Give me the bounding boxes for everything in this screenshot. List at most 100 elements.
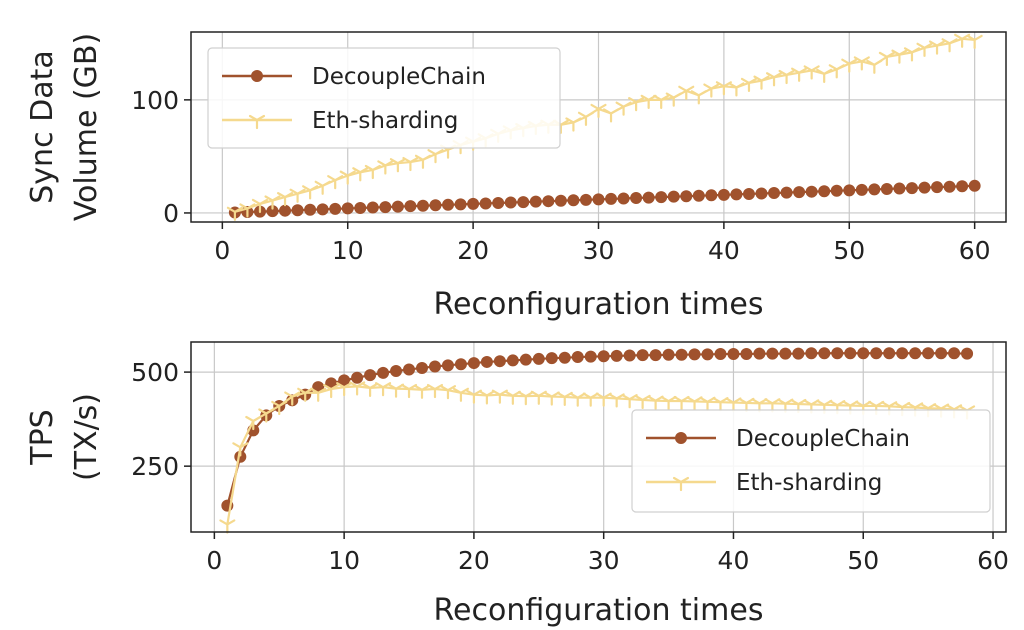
legend-item-eth-sharding: Eth-sharding [222, 108, 458, 134]
data-point [699, 396, 716, 411]
legend-label: Eth-sharding [312, 108, 458, 134]
data-point [880, 182, 893, 195]
data-point [530, 390, 547, 405]
data-point [232, 442, 249, 457]
data-point [467, 357, 480, 370]
y-tick-label: 100 [131, 86, 179, 115]
data-point [479, 197, 492, 210]
data-point [828, 64, 845, 79]
data-point [352, 167, 369, 182]
x-tick-label: 60 [977, 546, 1009, 575]
data-point [903, 47, 921, 62]
data-point [579, 193, 592, 206]
data-point [843, 184, 856, 197]
data-point [780, 186, 793, 199]
data-point [529, 195, 542, 208]
data-point [590, 103, 607, 119]
data-point [366, 201, 379, 214]
plot-frame [190, 341, 1007, 533]
data-point [379, 201, 392, 214]
data-point [617, 192, 630, 205]
tps-chart: 0 10 20 30 40 50 60 250 500 Reconfiguration time… [25, 341, 1009, 628]
data-point [916, 42, 933, 57]
legend-marker-shape [251, 70, 263, 82]
data-point [416, 199, 429, 212]
data-point [597, 350, 610, 363]
data-point [416, 361, 429, 374]
data-point [276, 192, 294, 207]
legend-item-decouplechain: DecoupleChain [646, 426, 910, 452]
data-point [667, 190, 680, 203]
data-point [740, 77, 758, 92]
data-point [402, 156, 419, 172]
y-tick-label: 500 [131, 358, 179, 387]
data-point [327, 175, 344, 190]
data-point [323, 383, 340, 399]
data-point [742, 187, 755, 200]
data-point [592, 193, 605, 206]
data-point [727, 348, 740, 361]
data-point [271, 400, 288, 416]
data-point [855, 183, 868, 196]
data-point [584, 350, 597, 363]
data-point [439, 385, 457, 400]
data-point [660, 395, 677, 411]
x-tick-label: 0 [206, 546, 222, 575]
data-point [339, 170, 356, 185]
data-point [338, 374, 351, 387]
data-point [714, 348, 727, 361]
data-point [935, 347, 948, 360]
data-point [766, 347, 779, 360]
y-tick-label: 250 [131, 452, 179, 481]
data-point [302, 185, 319, 200]
data-point [341, 202, 354, 215]
data-point [264, 195, 281, 210]
data-point [678, 85, 695, 100]
data-point [793, 186, 806, 199]
data-point [389, 158, 406, 173]
data-point [377, 366, 390, 379]
y-tick-label: 0 [163, 199, 179, 228]
data-point [870, 347, 883, 360]
data-point [362, 382, 379, 398]
data-point [928, 40, 946, 55]
data-point [968, 179, 981, 192]
data-point [577, 111, 595, 126]
data-point [703, 83, 720, 98]
data-point [805, 347, 818, 360]
data-point [909, 347, 922, 360]
data-point [291, 204, 304, 217]
data-point [478, 390, 495, 405]
legend-box [631, 409, 991, 513]
data-point [390, 364, 403, 377]
data-point [610, 349, 623, 362]
data-point [239, 203, 256, 218]
data-point [542, 195, 555, 208]
legend-label: DecoupleChain [312, 64, 486, 90]
data-point [755, 187, 768, 200]
data-point [289, 188, 306, 203]
data-point [558, 351, 571, 364]
legend-swatch-marker [248, 114, 266, 130]
data-point [791, 67, 808, 82]
data-point [705, 189, 718, 202]
series-line-0 [226, 352, 968, 506]
y-axis-label-line2: Volume (GB) [69, 33, 104, 221]
data-point [480, 355, 493, 368]
legend-item-decouplechain: DecoupleChain [222, 64, 486, 90]
data-point [717, 188, 730, 201]
data-point [778, 69, 795, 85]
data-point [567, 194, 580, 207]
data-point [818, 347, 831, 360]
data-point [621, 394, 638, 409]
x-tick-label: 60 [959, 236, 991, 265]
data-point [647, 395, 664, 410]
data-point [943, 180, 956, 193]
data-point [441, 359, 454, 372]
data-point [377, 160, 394, 175]
legend-marker-shape [672, 476, 690, 492]
data-point [391, 200, 404, 213]
data-point [701, 348, 714, 361]
